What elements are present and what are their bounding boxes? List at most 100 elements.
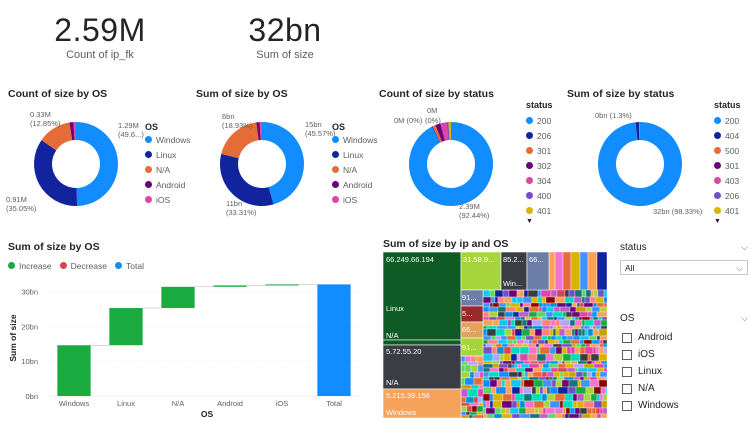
- donut-slice[interactable]: [262, 122, 304, 205]
- treemap-cell[interactable]: [598, 346, 605, 355]
- os-option-linux[interactable]: Linux: [622, 363, 748, 380]
- treemap-cell[interactable]: [498, 319, 509, 327]
- treemap-cell[interactable]: [556, 289, 566, 298]
- treemap-cell[interactable]: [566, 346, 572, 355]
- treemap-cell[interactable]: [497, 311, 506, 318]
- treemap-cell[interactable]: [554, 296, 566, 304]
- treemap-cell[interactable]: [587, 353, 592, 362]
- treemap-cell[interactable]: [564, 413, 570, 418]
- treemap-cell[interactable]: [561, 343, 573, 348]
- treemap-cell[interactable]: [550, 319, 557, 327]
- treemap-cell[interactable]: [572, 393, 578, 402]
- treemap-cell[interactable]: [500, 407, 507, 415]
- treemap-cell[interactable]: [494, 289, 504, 298]
- treemap-cell[interactable]: [467, 388, 479, 398]
- status-dropdown[interactable]: All ⌵: [620, 260, 748, 275]
- treemap-cell[interactable]: [591, 371, 597, 378]
- treemap-cell[interactable]: [503, 353, 512, 362]
- treemap-cell[interactable]: [528, 363, 540, 369]
- treemap-cell[interactable]: [514, 316, 522, 321]
- treemap-cell[interactable]: [562, 339, 572, 345]
- treemap-cell[interactable]: [510, 353, 518, 362]
- treemap-cell[interactable]: [471, 405, 478, 413]
- treemap-cell[interactable]: [383, 252, 462, 341]
- treemap-cell[interactable]: [475, 355, 484, 363]
- treemap-cell[interactable]: [509, 302, 521, 308]
- treemap-cell[interactable]: [583, 393, 592, 402]
- treemap-cell[interactable]: [587, 367, 598, 373]
- treemap-cell[interactable]: [460, 371, 471, 379]
- treemap-cell[interactable]: [482, 328, 488, 337]
- treemap-cell[interactable]: [489, 379, 498, 388]
- treemap-cell[interactable]: [580, 343, 587, 348]
- treemap-cell[interactable]: [520, 316, 526, 321]
- treemap-cell[interactable]: [517, 371, 523, 378]
- treemap-cell[interactable]: [596, 302, 605, 308]
- treemap-cell[interactable]: [460, 405, 468, 413]
- os-option-na[interactable]: N/A: [622, 380, 748, 397]
- treemap-cell[interactable]: [561, 413, 566, 418]
- treemap-cell[interactable]: [501, 400, 513, 409]
- treemap-cell[interactable]: [528, 306, 540, 313]
- treemap-cell[interactable]: [481, 396, 484, 404]
- donut-slice[interactable]: [256, 122, 261, 141]
- os-option-ios[interactable]: iOS: [622, 346, 748, 363]
- treemap-cell[interactable]: [568, 413, 580, 418]
- treemap-cell[interactable]: [516, 353, 521, 362]
- treemap-cell[interactable]: [469, 411, 478, 416]
- chevron-down-icon[interactable]: ⌵: [741, 242, 748, 252]
- treemap-cell[interactable]: [587, 311, 593, 318]
- treemap-cell[interactable]: [579, 311, 589, 318]
- treemap-cell[interactable]: [499, 353, 505, 362]
- treemap-cell[interactable]: [490, 335, 497, 341]
- legend-item[interactable]: Decrease: [59, 258, 107, 273]
- treemap-cell[interactable]: [583, 363, 595, 369]
- treemap-cell[interactable]: [383, 339, 462, 346]
- treemap-cell[interactable]: [565, 311, 573, 318]
- treemap-cell[interactable]: [541, 296, 547, 304]
- treemap-cell[interactable]: [498, 371, 510, 378]
- treemap-cell[interactable]: [592, 346, 597, 355]
- treemap-cell[interactable]: [536, 311, 547, 318]
- treemap-cell[interactable]: [579, 252, 589, 291]
- treemap-cell[interactable]: [579, 353, 589, 362]
- treemap-cell[interactable]: [581, 316, 591, 321]
- treemap-cell[interactable]: [565, 363, 575, 369]
- treemap-cell[interactable]: [566, 335, 574, 341]
- treemap-cell[interactable]: [596, 335, 601, 341]
- treemap-cell[interactable]: [523, 360, 531, 365]
- legend-item[interactable]: Android: [332, 177, 377, 192]
- treemap-cell[interactable]: [572, 335, 581, 341]
- treemap-cell[interactable]: [511, 296, 518, 304]
- treemap-cell[interactable]: [504, 328, 513, 337]
- treemap-cell[interactable]: [538, 407, 544, 415]
- treemap-cell[interactable]: [518, 407, 527, 415]
- treemap-cell[interactable]: [548, 252, 556, 291]
- treemap-cell[interactable]: [599, 371, 607, 378]
- treemap-cell[interactable]: [549, 346, 557, 355]
- treemap-cell[interactable]: [555, 328, 560, 337]
- treemap-cell[interactable]: [563, 376, 575, 381]
- treemap-cell[interactable]: [534, 407, 540, 415]
- treemap-cell[interactable]: [531, 386, 537, 395]
- checkbox[interactable]: [622, 383, 632, 394]
- treemap-cell[interactable]: [555, 319, 561, 327]
- treemap-cell[interactable]: [599, 407, 604, 415]
- treemap-cell[interactable]: [542, 302, 548, 308]
- treemap-cell[interactable]: [498, 302, 507, 308]
- treemap-cell[interactable]: [559, 371, 564, 378]
- treemap-cell[interactable]: [584, 328, 589, 337]
- donut-slice[interactable]: [432, 125, 443, 143]
- treemap-cell[interactable]: [578, 316, 583, 321]
- legend-item[interactable]: Linux: [332, 147, 377, 162]
- treemap-cell[interactable]: [548, 363, 559, 369]
- treemap-cell[interactable]: [516, 296, 524, 304]
- treemap-cell[interactable]: [523, 306, 530, 313]
- treemap-cell[interactable]: [564, 393, 574, 402]
- treemap-cell[interactable]: [489, 367, 500, 373]
- treemap-cell[interactable]: [598, 379, 607, 388]
- treemap-cell[interactable]: [464, 364, 472, 373]
- treemap-cell[interactable]: [577, 379, 582, 388]
- treemap-cell[interactable]: [507, 319, 512, 327]
- treemap-cell[interactable]: [557, 386, 569, 395]
